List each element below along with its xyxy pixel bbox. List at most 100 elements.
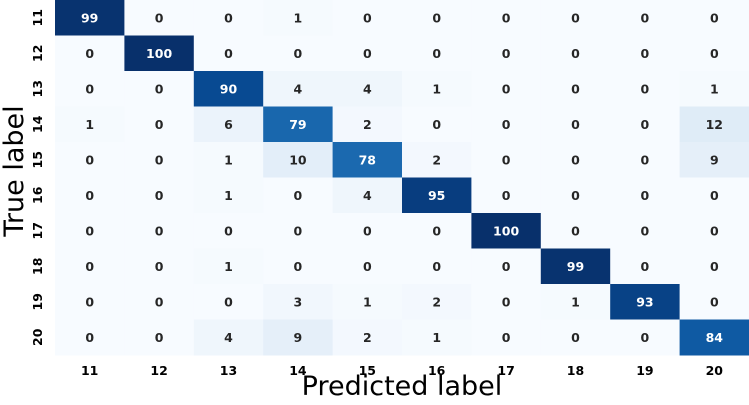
cell-value-label: 0 (432, 259, 441, 274)
cell-value-label: 0 (502, 188, 511, 203)
y-tick-label: 18 (30, 258, 45, 275)
cell-value-label: 0 (85, 294, 94, 309)
cell-value-label: 0 (432, 10, 441, 25)
cell-value-label: 0 (294, 46, 303, 61)
heatmap-cell (471, 71, 542, 107)
cell-value-label: 0 (363, 46, 372, 61)
cell-value-label: 1 (224, 152, 233, 167)
heatmap-cell (402, 35, 472, 72)
heatmap-cell (540, 106, 611, 143)
cell-value-label: 0 (363, 259, 372, 274)
heatmap-cell (332, 106, 403, 143)
heatmap-cell (402, 284, 472, 320)
cell-value-label: 93 (636, 294, 653, 309)
cell-value-label: 0 (502, 46, 511, 61)
x-tick-label: 19 (636, 363, 653, 378)
cell-value-label: 1 (571, 294, 580, 309)
heatmap-cell (263, 35, 334, 72)
heatmap-cell (679, 0, 749, 36)
heatmap-cell (471, 284, 542, 320)
cell-value-label: 0 (710, 10, 719, 25)
heatmap-cell (332, 213, 403, 249)
heatmap-cell (471, 0, 542, 36)
heatmap-cell (55, 142, 125, 178)
cell-value-label: 3 (294, 294, 303, 309)
cell-value-label: 0 (571, 10, 580, 25)
cell-value-label: 0 (571, 152, 580, 167)
heatmap-cell (124, 319, 195, 356)
heatmap-cell (263, 142, 334, 178)
heatmap-cell (55, 284, 125, 320)
heatmap-cell (610, 71, 681, 107)
heatmap-cell (124, 106, 195, 143)
heatmap-cell (610, 0, 681, 36)
cell-value-label: 0 (571, 81, 580, 96)
heatmap-cell (193, 0, 264, 36)
cell-value-label: 0 (363, 10, 372, 25)
heatmap-cell (471, 142, 542, 178)
cell-value-label: 6 (224, 117, 233, 132)
cell-value-label: 0 (641, 152, 650, 167)
cell-value-label: 0 (85, 330, 94, 345)
cell-value-label: 0 (155, 223, 164, 238)
cell-value-label: 2 (432, 152, 441, 167)
cell-value-label: 1 (85, 117, 94, 132)
heatmap-cell (124, 35, 195, 72)
cell-value-label: 0 (85, 223, 94, 238)
cell-value-label: 0 (641, 259, 650, 274)
x-tick-label: 20 (706, 363, 724, 378)
cell-value-label: 0 (502, 259, 511, 274)
y-tick-label: 17 (30, 222, 45, 239)
cell-value-label: 0 (502, 10, 511, 25)
y-tick-label: 11 (30, 9, 45, 26)
y-tick-label: 20 (30, 328, 45, 346)
x-axis-label: Predicted label (302, 371, 503, 402)
heatmap-cell (193, 35, 264, 72)
heatmap-cell (332, 248, 403, 285)
cell-value-label: 0 (641, 81, 650, 96)
cell-value-label: 1 (432, 81, 441, 96)
heatmap-cell (263, 319, 334, 356)
heatmap-cell (679, 177, 749, 214)
cell-value-label: 0 (641, 330, 650, 345)
heatmap-cell (402, 213, 472, 249)
heatmap-cell (124, 248, 195, 285)
heatmap-cell (679, 35, 749, 72)
heatmap-cell (332, 142, 403, 178)
heatmap-cell (540, 35, 611, 72)
cell-value-label: 4 (363, 81, 372, 96)
cell-value-label: 9 (294, 330, 303, 345)
cell-value-label: 79 (289, 117, 306, 132)
y-tick-label: 15 (30, 151, 45, 168)
heatmap-cell (471, 106, 542, 143)
cell-value-label: 0 (710, 188, 719, 203)
heatmap-cell (540, 248, 611, 285)
heatmap-cell (679, 142, 749, 178)
heatmap-cell (471, 213, 542, 249)
cell-value-label: 0 (571, 330, 580, 345)
cell-value-label: 0 (155, 294, 164, 309)
heatmap-cell (55, 71, 125, 107)
cell-value-label: 0 (571, 188, 580, 203)
heatmap-cell (55, 213, 125, 249)
heatmap-cell (402, 319, 472, 356)
heatmap-cell (402, 248, 472, 285)
cell-value-label: 0 (710, 223, 719, 238)
heatmap-cell (263, 213, 334, 249)
cell-value-label: 0 (294, 188, 303, 203)
y-tick-label: 14 (30, 115, 45, 133)
cell-value-label: 0 (155, 10, 164, 25)
heatmap-cell (471, 177, 542, 214)
cell-value-label: 0 (641, 46, 650, 61)
y-tick-label: 19 (30, 293, 45, 310)
cell-value-label: 0 (85, 46, 94, 61)
heatmap-cell (540, 177, 611, 214)
x-tick-label: 16 (428, 363, 446, 378)
y-tick-label: 13 (30, 80, 45, 97)
cell-value-label: 0 (363, 223, 372, 238)
heatmap-cell (55, 177, 125, 214)
cell-value-label: 0 (502, 117, 511, 132)
cell-value-label: 0 (85, 259, 94, 274)
x-tick-label: 13 (220, 363, 237, 378)
heatmap-cell (610, 213, 681, 249)
